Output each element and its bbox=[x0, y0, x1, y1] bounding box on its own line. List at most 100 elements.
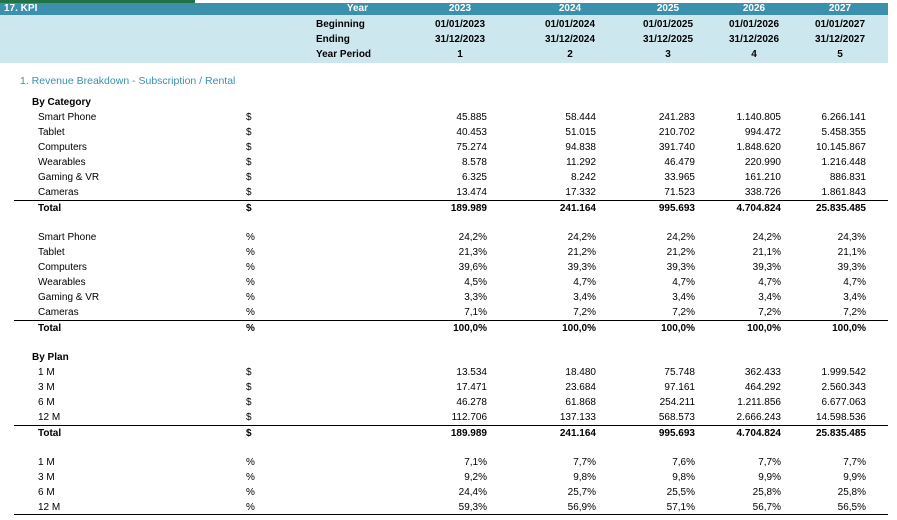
row-label[interactable]: Tablet bbox=[38, 127, 65, 138]
value-cell[interactable]: 46.278 bbox=[456, 397, 487, 408]
value-cell[interactable]: 9,8% bbox=[672, 472, 695, 483]
value-cell[interactable]: 4,5% bbox=[464, 277, 487, 288]
value-cell[interactable]: 8.578 bbox=[461, 157, 487, 168]
total-value-cell[interactable]: 100,0% bbox=[661, 323, 695, 334]
unit-cell[interactable]: % bbox=[246, 457, 255, 468]
value-cell[interactable]: 4,7% bbox=[843, 277, 866, 288]
total-value-cell[interactable]: 100,0% bbox=[832, 323, 866, 334]
value-cell[interactable]: 4,7% bbox=[758, 277, 781, 288]
unit-cell[interactable]: $ bbox=[246, 397, 252, 408]
value-cell[interactable]: 61.868 bbox=[565, 397, 596, 408]
unit-cell[interactable]: % bbox=[246, 247, 255, 258]
value-cell[interactable]: 1.848.620 bbox=[736, 142, 782, 153]
value-cell[interactable]: 39,3% bbox=[752, 262, 781, 273]
value-cell[interactable]: 39,3% bbox=[666, 262, 695, 273]
value-cell[interactable]: 24,2% bbox=[567, 232, 596, 243]
value-cell[interactable]: 7,7% bbox=[843, 457, 866, 468]
header-beginning-cell[interactable]: 01/01/2027 bbox=[814, 19, 866, 30]
value-cell[interactable]: 57,1% bbox=[666, 502, 695, 513]
value-cell[interactable]: 3,4% bbox=[573, 292, 596, 303]
value-cell[interactable]: 6.677.063 bbox=[821, 397, 867, 408]
row-label[interactable]: Wearables bbox=[38, 277, 86, 288]
header-ending-cell[interactable]: 31/12/2027 bbox=[814, 34, 866, 45]
value-cell[interactable]: 24,2% bbox=[752, 232, 781, 243]
value-cell[interactable]: 254.211 bbox=[659, 397, 695, 408]
value-cell[interactable]: 7,2% bbox=[672, 307, 695, 318]
value-cell[interactable]: 75.274 bbox=[456, 142, 487, 153]
unit-cell[interactable]: $ bbox=[246, 187, 252, 198]
value-cell[interactable]: 13.474 bbox=[456, 187, 487, 198]
header-period-cell[interactable]: 5 bbox=[837, 49, 843, 60]
value-cell[interactable]: 994.472 bbox=[744, 127, 781, 138]
row-label[interactable]: Gaming & VR bbox=[38, 292, 100, 303]
value-cell[interactable]: 9,2% bbox=[464, 472, 487, 483]
value-cell[interactable]: 25,8% bbox=[837, 487, 866, 498]
value-cell[interactable]: 2.560.343 bbox=[821, 382, 867, 393]
value-cell[interactable]: 25,7% bbox=[567, 487, 596, 498]
header-period-cell[interactable]: 3 bbox=[665, 49, 671, 60]
value-cell[interactable]: 7,1% bbox=[464, 307, 487, 318]
value-cell[interactable]: 4,7% bbox=[672, 277, 695, 288]
header-beginning-cell[interactable]: 01/01/2025 bbox=[642, 19, 694, 30]
total-value-cell[interactable]: 25.835.485 bbox=[815, 203, 866, 214]
total-value-cell[interactable]: 100,0% bbox=[747, 323, 781, 334]
value-cell[interactable]: 391.740 bbox=[658, 142, 695, 153]
header-year-cell[interactable]: 2027 bbox=[828, 3, 852, 14]
section-title[interactable]: 1. Revenue Breakdown - Subscription / Re… bbox=[20, 75, 236, 87]
value-cell[interactable]: 1.216.448 bbox=[821, 157, 867, 168]
value-cell[interactable]: 10.145.867 bbox=[815, 142, 866, 153]
value-cell[interactable]: 21,2% bbox=[567, 247, 596, 258]
unit-cell[interactable]: $ bbox=[246, 172, 252, 183]
value-cell[interactable]: 7,6% bbox=[672, 457, 695, 468]
value-cell[interactable]: 21,1% bbox=[752, 247, 781, 258]
total-label[interactable]: Total bbox=[38, 323, 62, 334]
unit-cell[interactable]: $ bbox=[246, 412, 252, 423]
row-label[interactable]: Computers bbox=[38, 142, 87, 153]
value-cell[interactable]: 362.433 bbox=[744, 367, 781, 378]
row-label[interactable]: 12 M bbox=[38, 502, 61, 513]
unit-cell[interactable]: % bbox=[246, 472, 255, 483]
unit-cell[interactable]: % bbox=[246, 232, 255, 243]
total-unit[interactable]: % bbox=[246, 323, 255, 334]
total-value-cell[interactable]: 189.989 bbox=[450, 428, 487, 439]
row-label[interactable]: 1 M bbox=[38, 367, 55, 378]
total-value-cell[interactable]: 100,0% bbox=[562, 323, 596, 334]
value-cell[interactable]: 5.458.355 bbox=[821, 127, 867, 138]
value-cell[interactable]: 51.015 bbox=[565, 127, 596, 138]
value-cell[interactable]: 14.598.536 bbox=[815, 412, 866, 423]
value-cell[interactable]: 24,2% bbox=[666, 232, 695, 243]
value-cell[interactable]: 886.831 bbox=[829, 172, 866, 183]
value-cell[interactable]: 568.573 bbox=[658, 412, 695, 423]
row-label[interactable]: 3 M bbox=[38, 472, 55, 483]
unit-cell[interactable]: % bbox=[246, 502, 255, 513]
group-title[interactable]: By Category bbox=[32, 97, 91, 108]
total-value-cell[interactable]: 100,0% bbox=[453, 323, 487, 334]
value-cell[interactable]: 39,3% bbox=[567, 262, 596, 273]
value-cell[interactable]: 23.684 bbox=[565, 382, 596, 393]
header-beginning-cell[interactable]: 01/01/2023 bbox=[434, 19, 486, 30]
row-label[interactable]: Cameras bbox=[38, 307, 79, 318]
header-label-beginning[interactable]: Beginning bbox=[316, 19, 365, 30]
row-label[interactable]: Gaming & VR bbox=[38, 172, 100, 183]
value-cell[interactable]: 3,4% bbox=[758, 292, 781, 303]
unit-cell[interactable]: % bbox=[246, 307, 255, 318]
unit-cell[interactable]: $ bbox=[246, 382, 252, 393]
value-cell[interactable]: 24,4% bbox=[458, 487, 487, 498]
unit-cell[interactable]: % bbox=[246, 262, 255, 273]
unit-cell[interactable]: $ bbox=[246, 112, 252, 123]
total-value-cell[interactable]: 241.164 bbox=[559, 203, 596, 214]
value-cell[interactable]: 46.479 bbox=[664, 157, 695, 168]
header-year-cell[interactable]: 2025 bbox=[656, 3, 680, 14]
value-cell[interactable]: 39,6% bbox=[458, 262, 487, 273]
value-cell[interactable]: 9,9% bbox=[843, 472, 866, 483]
value-cell[interactable]: 56,5% bbox=[837, 502, 866, 513]
value-cell[interactable]: 18.480 bbox=[565, 367, 596, 378]
value-cell[interactable]: 24,3% bbox=[837, 232, 866, 243]
header-beginning-cell[interactable]: 01/01/2026 bbox=[728, 19, 780, 30]
value-cell[interactable]: 17.471 bbox=[456, 382, 487, 393]
header-label-year[interactable]: Year bbox=[346, 3, 368, 14]
unit-cell[interactable]: % bbox=[246, 292, 255, 303]
value-cell[interactable]: 9,8% bbox=[573, 472, 596, 483]
value-cell[interactable]: 3,4% bbox=[843, 292, 866, 303]
header-ending-cell[interactable]: 31/12/2025 bbox=[642, 34, 694, 45]
